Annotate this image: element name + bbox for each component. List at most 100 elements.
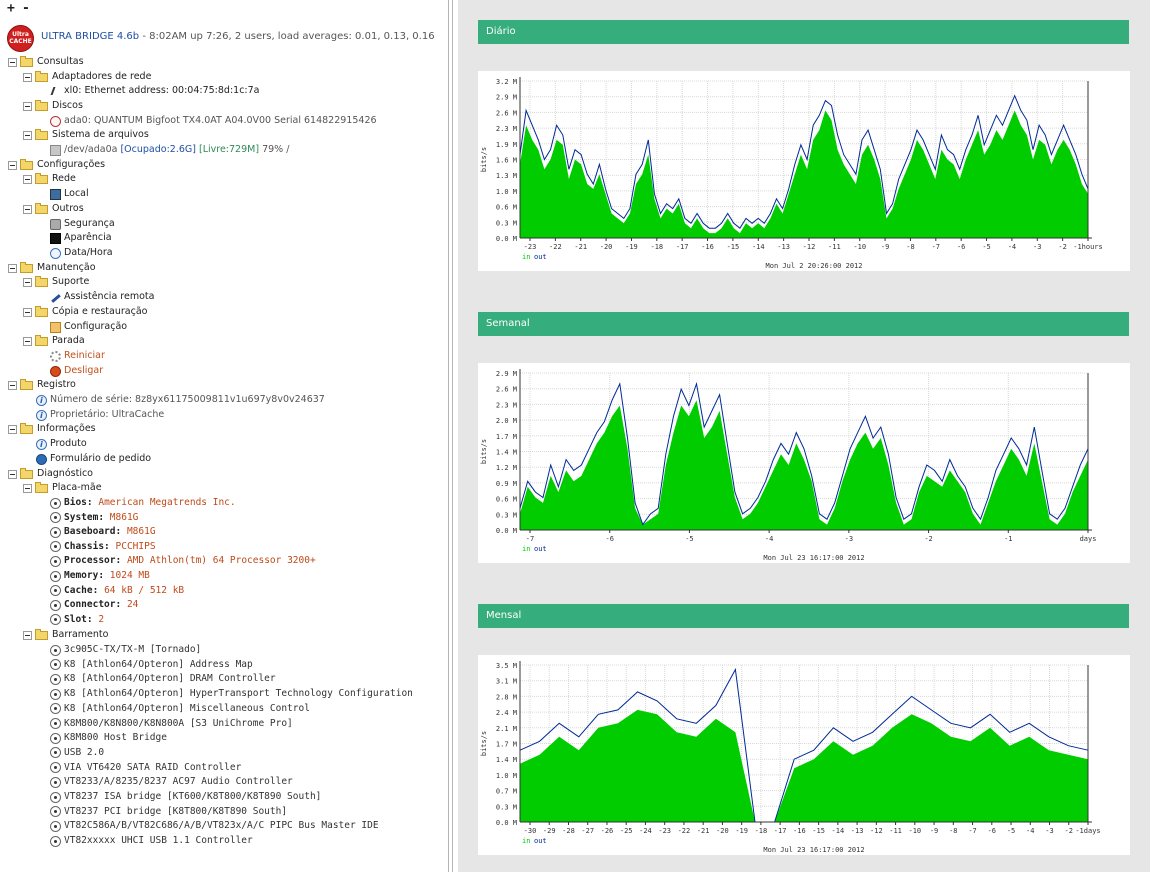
collapse-toggle-icon[interactable] bbox=[8, 263, 17, 273]
tree-leaf-assistencia[interactable]: Assistência remota bbox=[50, 290, 154, 304]
board-info-row[interactable]: Memory: 1024 MB bbox=[50, 569, 150, 583]
tree-node-configuracoes[interactable]: Configurações bbox=[8, 158, 105, 172]
board-info-key: Chassis: bbox=[64, 540, 110, 552]
board-info-row[interactable]: Slot: 2 bbox=[50, 613, 104, 627]
folder-icon bbox=[35, 275, 48, 287]
vertical-scrollbar[interactable] bbox=[1150, 0, 1167, 872]
panel-splitter[interactable] bbox=[448, 0, 453, 872]
board-info-row[interactable]: Connector: 24 bbox=[50, 598, 138, 612]
board-info-row[interactable]: Bios: American Megatrends Inc. bbox=[50, 496, 236, 510]
collapse-toggle-icon[interactable] bbox=[23, 204, 32, 214]
bus-device-row[interactable]: K8 [Athlon64/Opteron] DRAM Controller bbox=[50, 672, 276, 686]
bus-device-row[interactable]: VT82C586A/B/VT82C686/A/B/VT823x/A/C PIPC… bbox=[50, 819, 379, 833]
collapse-toggle-icon[interactable] bbox=[23, 72, 32, 82]
fs-percent: 79% / bbox=[262, 144, 290, 155]
bus-device-row[interactable]: 3c905C-TX/TX-M [Tornado] bbox=[50, 643, 201, 657]
board-info-key: Bios: bbox=[64, 497, 93, 508]
y-tick-label: 3.2 M bbox=[496, 78, 517, 86]
bus-device-label: VT82xxxxx UHCI USB 1.1 Controller bbox=[64, 835, 253, 847]
board-info-value: M861G bbox=[126, 526, 156, 538]
bus-device-row[interactable]: VT8233/A/8235/8237 AC97 Audio Controller bbox=[50, 775, 293, 789]
bus-device-row[interactable]: K8M800/K8N800/K8N800A [S3 UniChrome Pro] bbox=[50, 717, 293, 731]
tree-node-parada[interactable]: Parada bbox=[23, 334, 85, 348]
collapse-toggle-icon[interactable] bbox=[8, 424, 17, 434]
collapse-toggle-icon[interactable] bbox=[23, 174, 32, 184]
collapse-toggle-icon[interactable] bbox=[8, 469, 17, 479]
x-tick-label: -17 bbox=[774, 827, 787, 835]
y-tick-label: 1.3 M bbox=[496, 172, 517, 180]
x-tick-label: -7 bbox=[932, 243, 940, 251]
tree-node-suporte[interactable]: Suporte bbox=[23, 275, 89, 289]
tree-node-barramento[interactable]: Barramento bbox=[23, 628, 108, 642]
bus-device-row[interactable]: VT82xxxxx UHCI USB 1.1 Controller bbox=[50, 834, 253, 848]
tree-node-rede[interactable]: Rede bbox=[23, 172, 76, 186]
tree-node-consultas[interactable]: Consultas bbox=[8, 55, 84, 69]
series-out-line bbox=[519, 94, 1089, 229]
tree-leaf-aparencia[interactable]: Aparência bbox=[50, 231, 112, 245]
tree-leaf-filesystem[interactable]: /dev/ada0a [Ocupado:2.6G] [Livre:729M] 7… bbox=[50, 143, 289, 157]
expand-all-button[interactable]: + bbox=[7, 1, 15, 16]
collapse-all-button[interactable]: - bbox=[22, 1, 30, 16]
tree-leaf-produto[interactable]: Produto bbox=[36, 437, 87, 452]
bus-device-row[interactable]: K8 [Athlon64/Opteron] Address Map bbox=[50, 658, 253, 672]
bus-device-label: VIA VT6420 SATA RAID Controller bbox=[64, 761, 242, 773]
tree-node-outros[interactable]: Outros bbox=[23, 202, 84, 216]
x-tick-label: -11 bbox=[828, 243, 841, 251]
graphs-panel: Diário 0.0 M 0.3 M 0.6 M 1.0 M 1.3 M 1.6 M 1.9… bbox=[458, 0, 1150, 872]
chart-timestamp: Mon Jul 23 16:17:00 2012 bbox=[763, 846, 864, 854]
info-icon bbox=[36, 438, 47, 452]
tree-leaf-ada0[interactable]: ada0: QUANTUM Bigfoot TX4.0AT A04.0V00 S… bbox=[50, 114, 377, 128]
bus-device-row[interactable]: K8M800 Host Bridge bbox=[50, 731, 167, 745]
bus-device-row[interactable]: K8 [Athlon64/Opteron] Miscellaneous Cont… bbox=[50, 702, 310, 716]
tree-node-discos[interactable]: Discos bbox=[23, 99, 83, 113]
bus-device-row[interactable]: K8 [Athlon64/Opteron] HyperTransport Tec… bbox=[50, 687, 413, 701]
bus-device-row[interactable]: VT8237 ISA bridge [KT600/K8T800/K8T890 S… bbox=[50, 790, 321, 804]
tree-leaf-datahora[interactable]: Data/Hora bbox=[50, 246, 113, 260]
tree-node-manutencao[interactable]: Manutenção bbox=[8, 261, 96, 275]
collapse-toggle-icon[interactable] bbox=[8, 160, 17, 170]
tree-node-copia[interactable]: Cópia e restauração bbox=[23, 305, 147, 319]
collapse-toggle-icon[interactable] bbox=[8, 57, 17, 67]
collapse-toggle-icon[interactable] bbox=[23, 277, 32, 287]
tree-leaf-proprietario[interactable]: Proprietário: UltraCache bbox=[36, 408, 164, 423]
board-info-row[interactable]: System: M861G bbox=[50, 511, 138, 525]
board-info-key: System: bbox=[64, 511, 105, 523]
bus-device-row[interactable]: VT8237 PCI bridge [K8T800/K8T890 South] bbox=[50, 805, 287, 819]
bus-device-row[interactable]: USB 2.0 bbox=[50, 746, 104, 760]
tree-leaf-seguranca[interactable]: Segurança bbox=[50, 217, 115, 231]
board-info-row[interactable]: Baseboard: M861G bbox=[50, 525, 156, 539]
collapse-toggle-icon[interactable] bbox=[23, 630, 32, 640]
tree-leaf-local[interactable]: Local bbox=[50, 187, 89, 201]
tree-leaf-configuracao[interactable]: Configuração bbox=[50, 320, 127, 334]
board-info-row[interactable]: Cache: 64 kB / 512 kB bbox=[50, 584, 184, 598]
tree-node-registro[interactable]: Registro bbox=[8, 378, 76, 392]
fs-free: [Livre:729M] bbox=[199, 144, 260, 155]
tree-node-diagnostico[interactable]: Diagnóstico bbox=[8, 467, 93, 481]
tree-node-adaptadores[interactable]: Adaptadores de rede bbox=[23, 70, 151, 84]
collapse-toggle-icon[interactable] bbox=[23, 307, 32, 317]
x-tick-label: -18 bbox=[755, 827, 768, 835]
y-tick-label: 1.0 M bbox=[496, 188, 517, 196]
folder-icon bbox=[35, 202, 48, 214]
collapse-toggle-icon[interactable] bbox=[23, 130, 32, 140]
board-info-row[interactable]: Processor: AMD Athlon(tm) 64 Processor 3… bbox=[50, 554, 316, 568]
legend-out: out bbox=[534, 545, 547, 553]
tree-leaf-reiniciar[interactable]: Reiniciar bbox=[50, 349, 105, 363]
tree-leaf-formulario[interactable]: Formulário de pedido bbox=[36, 452, 151, 466]
collapse-toggle-icon[interactable] bbox=[8, 380, 17, 390]
tree-leaf-desligar[interactable]: Desligar bbox=[50, 364, 103, 378]
bus-device-row[interactable]: VIA VT6420 SATA RAID Controller bbox=[50, 761, 241, 775]
board-info-value: M861G bbox=[109, 511, 139, 523]
tree-node-sistema-arquivos[interactable]: Sistema de arquivos bbox=[23, 128, 149, 142]
board-info-row[interactable]: Chassis: PCCHIPS bbox=[50, 540, 156, 554]
tree-node-placa-mae[interactable]: Placa-mãe bbox=[23, 481, 102, 495]
tree-leaf-serie[interactable]: Número de série: 8z8yx61175009811v1u697y… bbox=[36, 393, 325, 408]
collapse-toggle-icon[interactable] bbox=[23, 101, 32, 111]
collapse-toggle-icon[interactable] bbox=[23, 336, 32, 346]
collapse-toggle-icon[interactable] bbox=[23, 483, 32, 493]
radio-dot-icon bbox=[50, 512, 61, 524]
tree-node-informacoes[interactable]: Informações bbox=[8, 422, 96, 436]
tree-leaf-xl0[interactable]: xl0: Ethernet address: 00:04:75:8d:1c:7a bbox=[50, 84, 260, 98]
radio-dot-icon bbox=[50, 732, 61, 744]
app-name[interactable]: ULTRA BRIDGE 4.6b bbox=[41, 31, 140, 42]
